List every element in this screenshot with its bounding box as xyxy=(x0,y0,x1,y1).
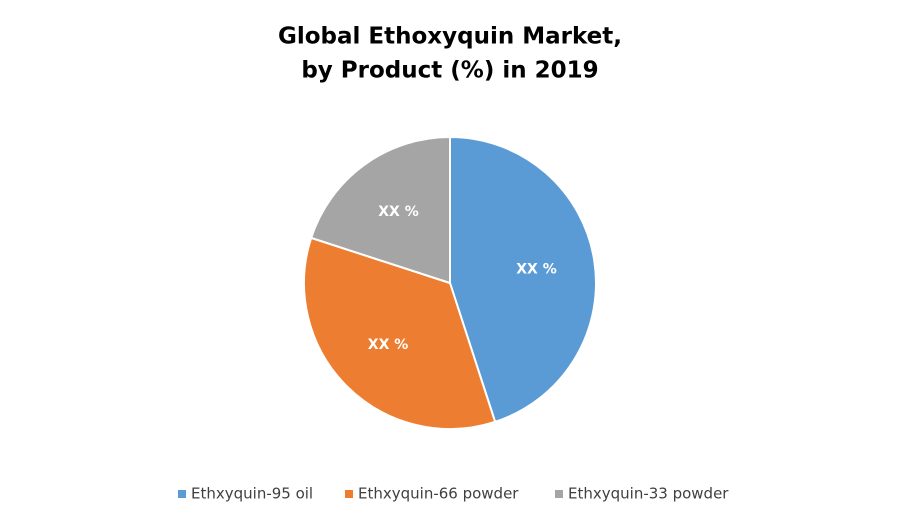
value-label: XX % xyxy=(368,337,409,353)
legend-swatch xyxy=(345,490,353,498)
pie-slice xyxy=(303,236,497,430)
legend-swatch xyxy=(555,490,563,498)
chart-title: Global Ethoxyquin Market, xyxy=(278,24,622,50)
value-label: XX % xyxy=(516,261,557,277)
value-label: XX % xyxy=(378,204,419,220)
chart-title: by Product (%) in 2019 xyxy=(301,58,598,84)
pie-slice xyxy=(309,135,451,285)
legend-label: Ethxyquin-33 powder xyxy=(568,485,729,503)
legend-label: Ethxyquin-95 oil xyxy=(191,485,313,503)
legend-label: Ethxyquin-66 powder xyxy=(358,485,519,503)
pie-slice xyxy=(449,135,597,424)
legend-swatch xyxy=(178,490,186,498)
